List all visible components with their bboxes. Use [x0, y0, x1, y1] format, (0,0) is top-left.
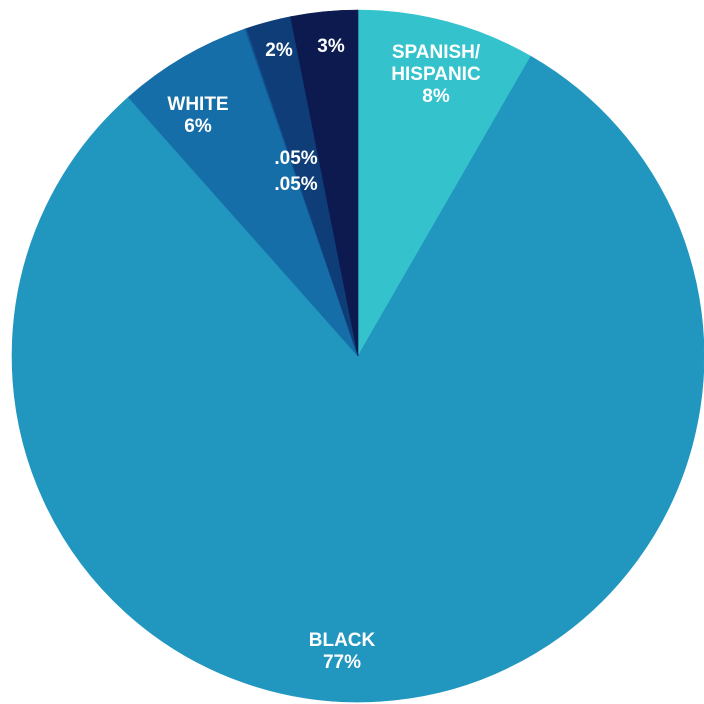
pie-slice-0	[357, 9, 532, 358]
slice-label-3: .05%	[274, 148, 317, 169]
slice-label-2-line-1: 6%	[184, 116, 212, 137]
slice-label-0-line-2: 8%	[422, 86, 450, 107]
pie-slice-1	[11, 55, 704, 703]
slice-label-2: WHITE 6%	[167, 94, 228, 137]
slices-layer	[11, 9, 704, 703]
slice-label-0-line-1: HISPANIC	[391, 64, 481, 85]
slice-label-0-line-0: SPANISH/	[392, 42, 481, 63]
slice-label-1: BLACK 77%	[309, 630, 376, 673]
slice-label-5: 2%	[265, 40, 293, 61]
slice-label-3-line-0: .05%	[274, 148, 317, 169]
slice-label-6: 3%	[317, 36, 345, 57]
pie-slice-2	[127, 28, 359, 357]
slice-label-4: .05%	[274, 174, 317, 195]
slice-label-1-line-1: 77%	[323, 652, 361, 673]
slice-label-0: SPANISH/HISPANIC 8%	[391, 42, 481, 107]
slice-label-2-line-0: WHITE	[167, 94, 228, 115]
slice-label-1-line-0: BLACK	[309, 630, 376, 651]
slice-label-5-line-0: 2%	[265, 40, 293, 61]
slice-label-4-line-0: .05%	[274, 174, 317, 195]
pie-slice-6	[290, 9, 359, 357]
labels-layer: SPANISH/HISPANIC 8% BLACK 77% WHITE 6% .05% .05…	[167, 36, 481, 673]
slice-label-6-line-0: 3%	[317, 36, 345, 57]
